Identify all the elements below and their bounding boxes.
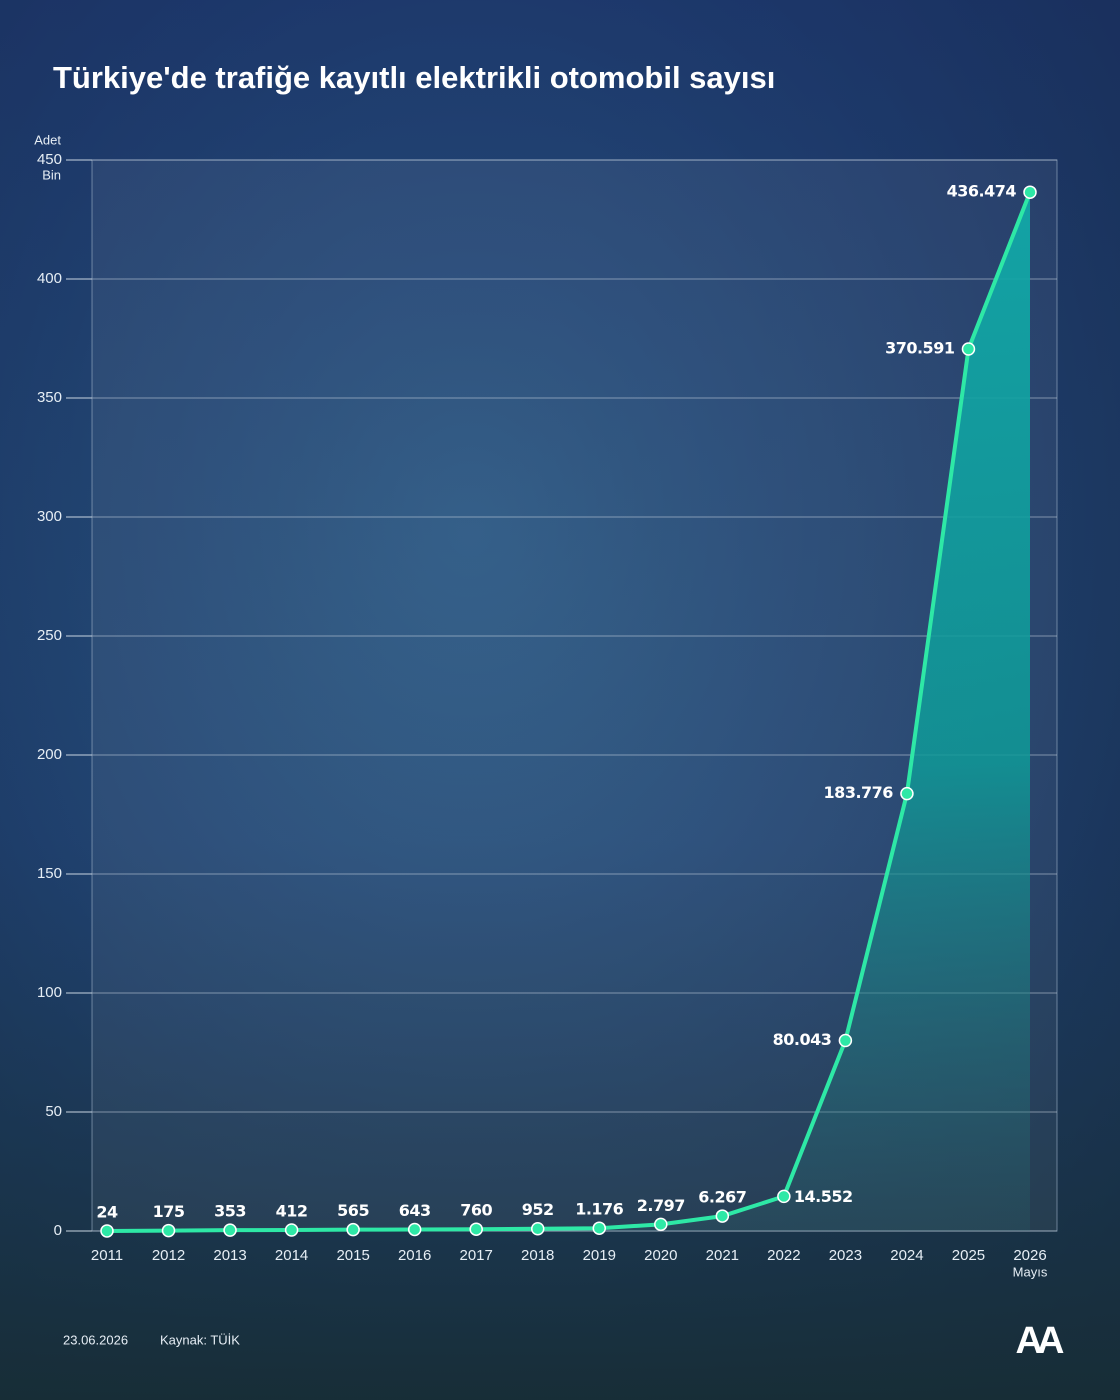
data-label: 1.176 xyxy=(575,1200,623,1219)
y-tick-label: 450 xyxy=(37,151,62,168)
logo: AA xyxy=(1016,1320,1064,1362)
data-point xyxy=(654,1217,668,1232)
x-tick-label: 2015 xyxy=(336,1247,369,1264)
data-label: 175 xyxy=(153,1202,185,1221)
data-label: 370.591 xyxy=(885,338,955,357)
data-point xyxy=(715,1209,730,1223)
data-point xyxy=(900,786,914,801)
chart-title: Türkiye'de trafiğe kayıtlı elektrikli ot… xyxy=(53,60,775,95)
data-point xyxy=(961,342,976,356)
line xyxy=(106,191,1032,1233)
x-tick-label: 2020 xyxy=(644,1247,677,1264)
area xyxy=(107,192,1030,1231)
data-point xyxy=(100,1224,114,1238)
data-label: 760 xyxy=(460,1201,492,1220)
x-tick-label: 2025 xyxy=(952,1247,985,1264)
data-point xyxy=(284,1223,299,1237)
y-axis-unit: Bin xyxy=(42,167,61,182)
data-label: 353 xyxy=(214,1202,246,1221)
data-label: 80.043 xyxy=(773,1030,832,1049)
data-label: 565 xyxy=(337,1201,369,1220)
x-tick-label: 2018 xyxy=(521,1247,554,1264)
data-point xyxy=(777,1189,791,1204)
x-tick-label: 2016 xyxy=(398,1247,431,1264)
data-point xyxy=(223,1223,237,1237)
data-point xyxy=(592,1221,607,1235)
x-tick-label: 2022 xyxy=(767,1247,800,1264)
y-tick-label: 200 xyxy=(37,746,62,763)
data-label: 24 xyxy=(96,1202,118,1221)
y-axis-label: Adet xyxy=(34,132,61,147)
data-label: 643 xyxy=(399,1201,431,1220)
data-label: 412 xyxy=(276,1202,308,1221)
data-point xyxy=(407,1222,422,1237)
x-tick-label: 2014 xyxy=(275,1247,308,1264)
data-label: 6.267 xyxy=(698,1188,746,1207)
data-label: 952 xyxy=(522,1200,554,1219)
source: Kaynak: TÜİK xyxy=(160,1332,240,1347)
x-tick-label: 2017 xyxy=(460,1247,493,1264)
x-tick-label: 2019 xyxy=(583,1247,616,1264)
y-tick-label: 0 xyxy=(54,1222,62,1239)
y-tick-label: 350 xyxy=(37,389,62,406)
y-tick-label: 400 xyxy=(37,270,62,287)
y-tick-label: 250 xyxy=(37,627,62,644)
x-tick-label: 2021 xyxy=(706,1247,739,1264)
date: 23.06.2026 xyxy=(63,1332,128,1347)
y-tick-label: 300 xyxy=(37,508,62,525)
x-tick-label: 2024 xyxy=(890,1247,923,1264)
data-point xyxy=(161,1223,176,1238)
x-tick-note: Mayıs xyxy=(1013,1264,1048,1279)
y-tick-label: 150 xyxy=(37,865,62,882)
x-tick-label: 2023 xyxy=(829,1247,862,1264)
x-tick-label: 2013 xyxy=(213,1247,246,1264)
data-label: 436.474 xyxy=(947,182,1017,201)
data-point xyxy=(469,1222,483,1236)
x-tick-label: 2026 xyxy=(1013,1247,1046,1264)
x-tick-label: 2011 xyxy=(91,1247,123,1264)
data-point xyxy=(1023,185,1037,199)
x-tick-label: 2012 xyxy=(152,1247,185,1264)
data-point xyxy=(530,1221,545,1236)
y-tick-label: 100 xyxy=(37,984,62,1001)
data-point xyxy=(838,1033,853,1048)
data-label: 183.776 xyxy=(824,783,894,802)
data-point xyxy=(346,1222,360,1237)
y-tick-label: 50 xyxy=(45,1103,62,1120)
data-label: 14.552 xyxy=(794,1187,853,1206)
data-label: 2.797 xyxy=(637,1196,685,1215)
